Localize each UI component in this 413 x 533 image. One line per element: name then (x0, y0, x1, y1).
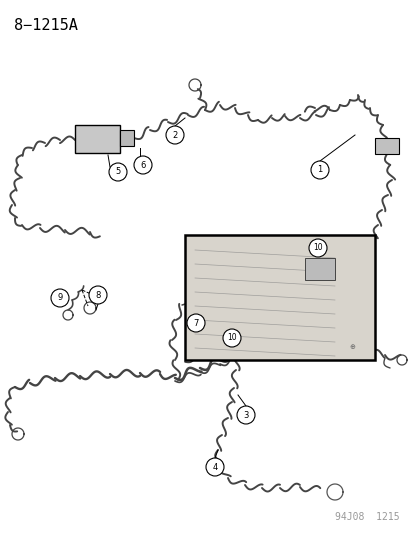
Text: 1: 1 (317, 166, 322, 174)
Circle shape (134, 156, 152, 174)
Circle shape (236, 406, 254, 424)
Bar (185, 235, 374, 360)
Text: 5: 5 (115, 167, 120, 176)
Circle shape (109, 163, 127, 181)
Text: 8: 8 (95, 290, 100, 300)
Circle shape (51, 289, 69, 307)
Text: 2: 2 (172, 131, 177, 140)
Text: 9: 9 (57, 294, 62, 303)
Text: 8−1215A: 8−1215A (14, 18, 78, 33)
Text: 7: 7 (193, 319, 198, 327)
Circle shape (310, 161, 328, 179)
Circle shape (89, 286, 107, 304)
Text: 10: 10 (227, 334, 236, 343)
Bar (374, 138, 398, 154)
Bar (304, 258, 334, 280)
Circle shape (187, 314, 204, 332)
Text: 6: 6 (140, 160, 145, 169)
Text: ⊕: ⊕ (348, 344, 354, 350)
Circle shape (223, 329, 240, 347)
Bar (120, 130, 134, 146)
Circle shape (206, 458, 223, 476)
Text: 3: 3 (243, 410, 248, 419)
Text: 10: 10 (312, 244, 322, 253)
Text: 4: 4 (212, 463, 217, 472)
Bar (75, 125, 120, 153)
Circle shape (166, 126, 183, 144)
Text: 94J08  1215: 94J08 1215 (335, 512, 399, 522)
Circle shape (308, 239, 326, 257)
